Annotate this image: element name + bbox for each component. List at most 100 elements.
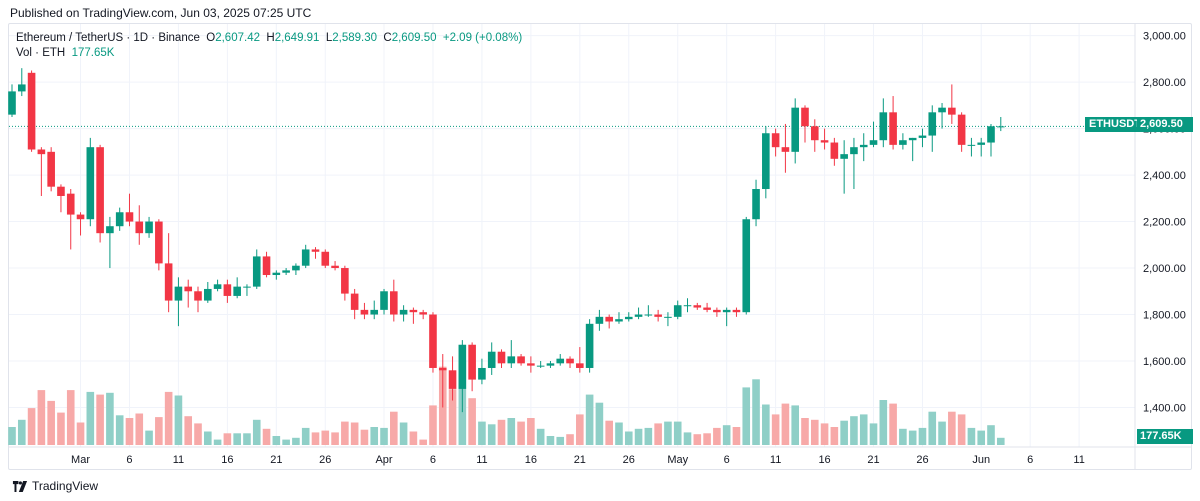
chart-frame [8, 23, 1192, 470]
volume-bar [252, 419, 261, 445]
candle-body [977, 142, 986, 145]
candle-body [27, 72, 36, 150]
tradingview-logo-icon [12, 480, 28, 492]
volume-bar [840, 420, 848, 445]
candle-body [732, 309, 741, 313]
volume-bar [713, 427, 721, 445]
candle-body [810, 126, 819, 141]
candle-body [713, 309, 721, 313]
candle-body [164, 263, 173, 301]
volume-label[interactable]: Vol · ETH [16, 47, 66, 59]
volume-bar [360, 429, 369, 445]
x-tick-label: 6 [724, 454, 730, 466]
candle-body [311, 249, 320, 252]
volume-bar [556, 436, 565, 445]
x-tick-label: 21 [270, 454, 282, 466]
candle-body [47, 151, 55, 187]
candle-body [370, 309, 379, 315]
volume-bar [830, 427, 839, 445]
volume-bar [155, 417, 163, 445]
volume-bar [996, 437, 1005, 445]
low-label: L [325, 32, 333, 44]
x-tick-label: 26 [319, 454, 331, 466]
candle-body [820, 140, 829, 143]
candle-body [928, 112, 937, 136]
volume-bar [517, 421, 525, 445]
candle-body [683, 305, 692, 307]
x-tick-label: 21 [867, 454, 879, 466]
candle-body [987, 126, 995, 143]
volume-bar [820, 423, 829, 445]
x-tick-label: Apr [375, 454, 392, 466]
volume-bar [497, 419, 506, 445]
candle-body [331, 265, 339, 269]
volume-bar [223, 433, 232, 445]
volume-bar [742, 387, 751, 445]
candle-body [722, 309, 731, 313]
close-label: C [383, 32, 392, 44]
candle-body [957, 114, 966, 145]
candle-body [184, 286, 193, 292]
volume-bar [771, 414, 780, 445]
x-tick-label: 6 [126, 454, 132, 466]
volume-bar [615, 422, 623, 445]
candle-body [938, 107, 946, 113]
candle-body [634, 314, 643, 317]
volume-bar [957, 414, 966, 445]
volume-bar [987, 425, 995, 445]
candle-body [879, 112, 888, 141]
candle-body [233, 286, 241, 296]
volume-bar [781, 403, 790, 445]
volume-bar [204, 431, 212, 445]
footer-brand[interactable]: TradingView [12, 479, 98, 493]
volume-bar [106, 392, 114, 445]
candle-body [771, 133, 780, 148]
candle-body [899, 140, 907, 145]
candle-body [292, 265, 300, 271]
volume-bar [115, 415, 124, 445]
x-tick-label: 11 [770, 454, 781, 466]
y-tick-label: 1,600.00 [1143, 356, 1186, 368]
candle-body [517, 356, 525, 364]
volume-bar [879, 400, 888, 445]
candle-body [458, 344, 467, 389]
volume-bar [732, 427, 741, 445]
chart-legend: Ethereum / TetherUS · 1D · Binance O2,60… [16, 31, 522, 61]
candle-body [321, 251, 330, 266]
volume-bar [331, 432, 339, 445]
ohlc-row: Ethereum / TetherUS · 1D · Binance O2,60… [16, 31, 522, 46]
volume-bar [869, 423, 878, 445]
last-volume-tag: 177.65K [1137, 429, 1193, 444]
candle-body [585, 323, 594, 368]
candle-body [409, 309, 418, 313]
volume-bar [624, 431, 633, 445]
candle-body [57, 186, 65, 196]
candle-body [673, 305, 682, 317]
x-tick-label: 21 [574, 454, 586, 466]
candle-body [644, 314, 653, 316]
candle-body [252, 256, 261, 287]
symbol-label[interactable]: Ethereum / TetherUS · 1D · Binance [16, 32, 200, 44]
volume-bar [664, 421, 672, 445]
volume-bar [683, 432, 692, 445]
candle-body [830, 142, 839, 159]
candle-body [350, 293, 359, 310]
volume-bar [125, 418, 134, 445]
volume-bar [967, 427, 976, 445]
candle-body [908, 137, 917, 141]
volume-bar [409, 431, 418, 445]
volume-bar [644, 427, 653, 445]
candle-body [468, 344, 476, 380]
volume-bar [76, 422, 85, 445]
candle-body [37, 149, 46, 155]
candle-body [654, 314, 662, 317]
volume-bar [135, 413, 144, 445]
candle-body [478, 367, 486, 380]
volume-bar [262, 428, 271, 445]
volume-bar [899, 428, 907, 445]
volume-bar [595, 402, 604, 445]
volume-bar [928, 411, 937, 445]
x-tick-label: May [667, 454, 688, 466]
volume-bar [810, 419, 819, 445]
